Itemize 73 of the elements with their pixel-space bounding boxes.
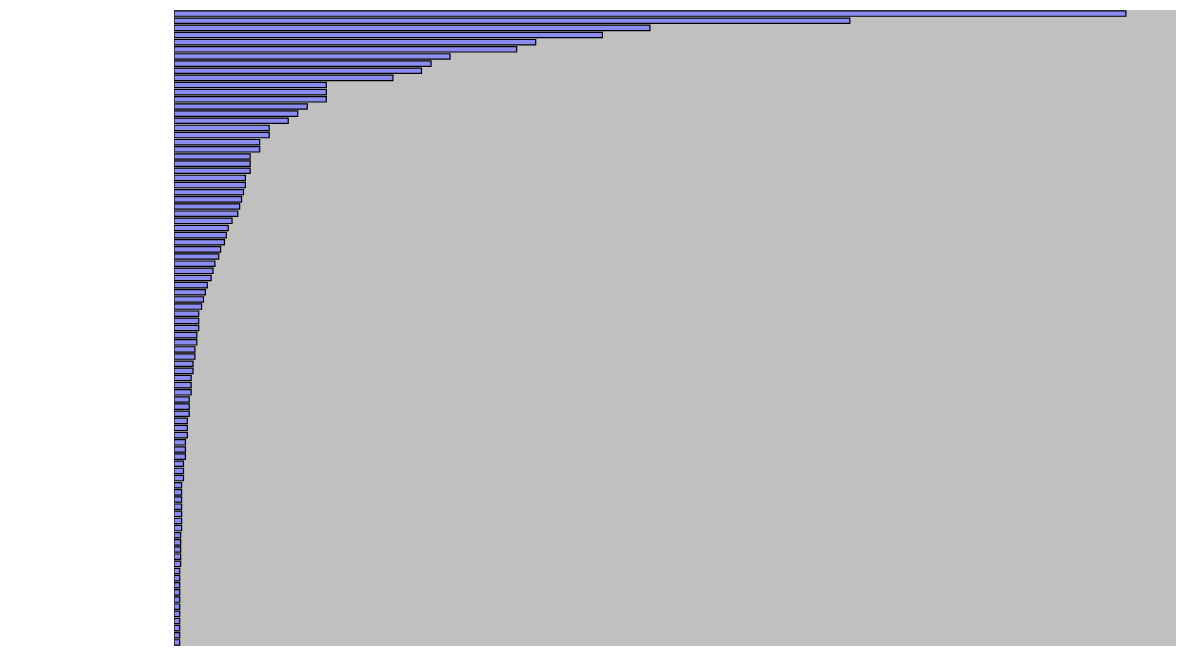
bar [174,331,198,339]
bar [174,167,251,175]
bar [174,288,207,296]
bar [174,403,190,410]
bar [174,581,181,589]
bar [174,203,241,210]
bar [174,460,185,468]
bar [174,188,245,196]
bar [174,474,185,482]
bar [174,381,192,389]
bar [174,238,226,246]
bar [174,146,261,153]
bar [174,360,194,368]
bar [174,281,208,289]
bar [174,131,270,139]
bar [174,531,182,539]
bar [174,96,327,103]
bar [174,296,205,303]
bar [174,453,187,460]
bar [174,489,183,496]
bar [174,210,239,217]
bar [174,267,214,275]
bar [174,524,183,532]
bar [174,553,182,560]
bar [174,481,183,489]
bar [174,624,181,632]
bar [174,303,203,310]
bar [174,503,183,510]
bar [174,596,181,603]
bar [174,389,192,396]
bar [174,274,212,282]
bar [174,260,216,267]
bar [174,610,181,618]
bar [174,410,190,418]
bar [174,310,200,317]
bar [174,496,183,503]
bar [174,10,1127,17]
bar [174,617,181,625]
bar [174,603,181,610]
bar [174,567,181,575]
bar [174,589,181,596]
bar [174,339,198,346]
bar [174,424,188,432]
bar [174,431,188,439]
bar [174,317,200,325]
bar [174,246,222,253]
bar [174,467,185,475]
bar [174,639,181,646]
bar [174,174,246,182]
bar [174,324,200,332]
bar [174,417,188,425]
bar [174,396,190,403]
bar [174,439,187,446]
bar [174,181,246,189]
bar [174,224,229,232]
bar [174,160,251,167]
bar [174,446,187,453]
bar [174,374,192,382]
bar [174,574,181,582]
bar [174,88,327,96]
bar [174,632,181,639]
bar [174,196,243,203]
bar [174,353,196,360]
bar [174,231,227,239]
bar [174,539,182,546]
bar [174,217,233,225]
bar [174,510,183,518]
bar [174,560,182,568]
bar [174,517,183,525]
bar [174,367,194,375]
bar [174,253,220,260]
bar [174,546,182,553]
bar [174,346,196,353]
